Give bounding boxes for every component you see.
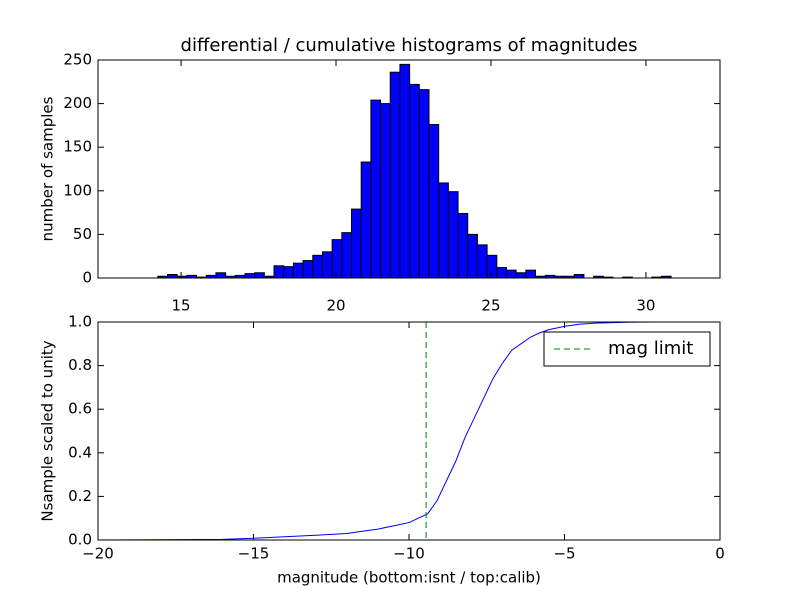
y-tick-label: 0 [82,269,92,287]
x-tick-label: −5 [553,545,575,563]
y-tick-label: 0.0 [68,531,92,549]
bar [351,208,362,279]
x-tick-label: −15 [238,545,270,563]
bar [476,244,488,279]
x-tick-label: 25 [481,297,500,315]
bar [380,103,391,279]
y-tick-label: 150 [63,138,92,156]
bar [341,232,353,279]
bar [370,99,382,279]
bar [486,254,498,279]
bar [360,161,372,279]
y-tick-label: 100 [63,181,92,199]
legend: mag limit [543,331,711,367]
bar [418,89,430,279]
bar [244,273,256,279]
x-tick-label: −20 [82,545,114,563]
y-axis-label: Nsample scaled to unity [39,340,57,521]
axes-frame [97,59,721,279]
chart-title: differential / cumulative histograms of … [181,35,638,56]
bar [321,251,333,279]
y-tick-label: 0.6 [68,400,92,418]
bar [457,212,469,279]
bar [312,254,323,279]
x-tick-label: −10 [393,545,425,563]
bar [166,274,178,279]
x-tick-label: 20 [326,297,345,315]
y-tick-label: 1.0 [68,313,92,331]
bar [467,233,478,279]
bar [573,274,585,279]
y-tick-label: 250 [63,51,92,69]
y-tick-label: 200 [63,94,92,112]
x-tick-label: 30 [636,297,655,315]
bar [254,272,265,279]
bar [292,262,304,279]
bar [331,239,343,279]
bar [399,63,411,279]
x-tick-label: 0 [715,545,725,563]
bar [215,272,227,279]
bar [428,124,440,279]
y-tick-label: 50 [73,225,92,243]
bar [283,266,294,279]
y-tick-label: 0.8 [68,356,92,374]
bar [447,191,459,279]
bar [525,269,537,279]
legend-box [543,331,711,367]
bar [438,182,449,279]
bar [496,267,507,279]
bar [409,83,420,279]
bar [389,71,401,279]
bar [505,269,517,279]
bar [515,272,527,279]
y-tick-label: 0.2 [68,487,92,505]
bar [273,265,285,279]
bar [302,260,314,279]
y-tick-label: 0.4 [68,443,92,461]
y-axis-label: number of samples [39,96,57,241]
legend-label: mag limit [608,338,693,359]
x-tick-label: 15 [172,297,191,315]
x-axis-label: magnitude (bottom:isnt / top:calib) [277,569,541,587]
